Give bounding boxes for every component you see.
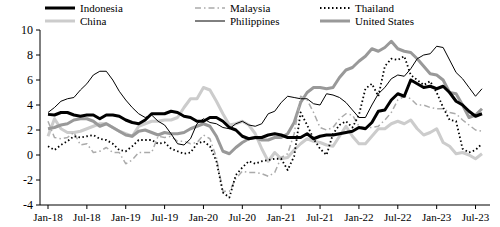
y-tick-label: 8 [27, 48, 33, 62]
legend-swatch [45, 20, 75, 23]
x-tick [203, 205, 204, 209]
legend-swatch [320, 7, 350, 9]
legend-swatch [45, 7, 75, 10]
y-tick-label: 10 [21, 23, 33, 37]
x-tick [281, 205, 282, 209]
x-tick-label: Jul-18 [73, 211, 101, 223]
x-tick-label: Jan-18 [33, 211, 63, 223]
legend-label: Philippines [230, 15, 280, 27]
legend-swatch [195, 7, 225, 9]
series-line [48, 56, 482, 197]
legend-label: Indonesia [80, 2, 123, 14]
x-tick [86, 205, 87, 209]
y-tick [36, 205, 40, 206]
x-tick-label: Jul-20 [229, 211, 257, 223]
y-tick-label: 0 [27, 148, 33, 162]
x-tick [48, 205, 49, 209]
y-tick-label: 2 [27, 123, 33, 137]
x-tick [125, 205, 126, 209]
x-tick-label: Jan-19 [111, 211, 141, 223]
x-tick-label: Jan-20 [189, 211, 219, 223]
series-line [48, 46, 482, 145]
legend-swatch [195, 21, 225, 22]
y-tick [36, 180, 40, 181]
x-tick-label: Jan-22 [344, 211, 373, 223]
x-tick-label: Jul-23 [462, 211, 490, 223]
x-tick-label: Jul-22 [384, 211, 412, 223]
x-tick-label: Jan-23 [422, 211, 452, 223]
x-axis [40, 205, 490, 206]
x-tick [242, 205, 243, 209]
y-tick-label: -2 [23, 173, 33, 187]
legend-label: Malaysia [230, 2, 270, 14]
x-tick [358, 205, 359, 209]
y-tick-label: -4 [23, 198, 33, 212]
series-line [48, 41, 482, 154]
legend-label: United States [355, 15, 414, 27]
y-tick [36, 155, 40, 156]
y-tick [36, 130, 40, 131]
x-tick [436, 205, 437, 209]
y-tick [36, 55, 40, 56]
y-tick [36, 105, 40, 106]
legend-swatch [320, 20, 350, 23]
y-tick [36, 80, 40, 81]
y-tick-label: 4 [27, 98, 33, 112]
plot-lines [48, 41, 482, 197]
x-tick [475, 205, 476, 209]
y-tick-label: 6 [27, 73, 33, 87]
x-tick-label: Jan-21 [267, 211, 296, 223]
legend-label: Thailand [355, 2, 395, 14]
x-tick-label: Jul-19 [151, 211, 179, 223]
y-tick [36, 30, 40, 31]
x-tick [320, 205, 321, 209]
series-line [48, 80, 482, 139]
legend-label: China [80, 15, 106, 27]
x-tick [164, 205, 165, 209]
x-tick-label: Jul-21 [306, 211, 334, 223]
chart: -4 -2 0 2 4 6 8 10 Jan-18 Jul-18 Jan-19 Jul-19 Jan-2… [0, 0, 500, 227]
series-line [48, 88, 482, 162]
y-axis [40, 30, 41, 205]
x-tick [397, 205, 398, 209]
